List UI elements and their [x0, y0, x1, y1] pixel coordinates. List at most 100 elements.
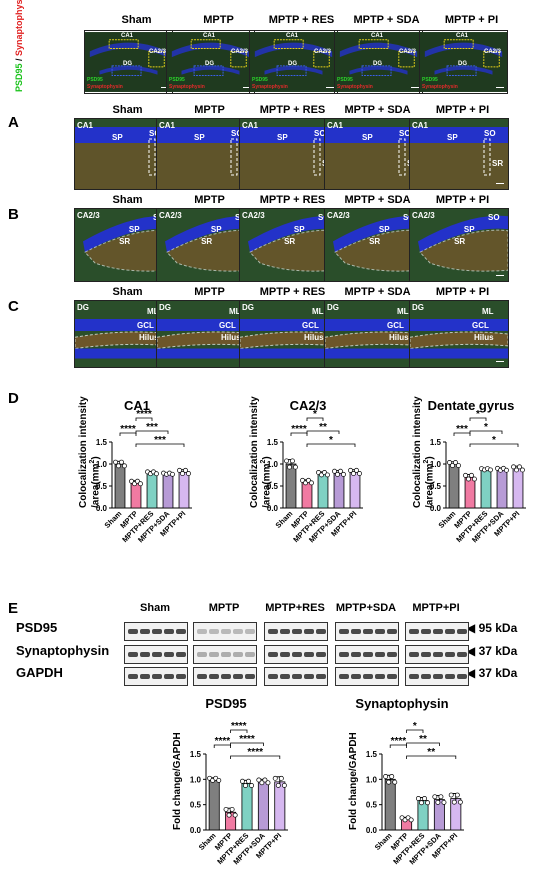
significance-label: ***	[146, 422, 158, 433]
sp-label: SP	[194, 133, 205, 142]
blot-strip	[335, 622, 399, 641]
dg-region-label: DG	[373, 61, 382, 67]
data-point	[259, 780, 265, 786]
data-point	[332, 468, 337, 474]
dg-region-label: DG	[288, 61, 297, 67]
panel-c-group-header: MPTP	[194, 286, 225, 298]
blot-bands	[409, 652, 467, 657]
significance-bracket	[135, 417, 153, 421]
region-label: CA1	[77, 121, 94, 130]
panel-c-group-header: Sham	[112, 286, 143, 298]
panel-a-group-header: MPTP + SDA	[344, 104, 411, 116]
blot-group-header: MPTP+SDA	[335, 602, 397, 614]
bar-mptp-pi	[349, 471, 361, 509]
y-axis-label: Colocalization intensity	[412, 396, 423, 508]
data-point	[275, 782, 281, 788]
blot-group-header: Sham	[140, 602, 170, 614]
blot-strip	[335, 645, 399, 664]
sr-label: SR	[492, 159, 504, 168]
data-point	[354, 467, 359, 473]
blot-group-header: MPTP	[208, 602, 240, 614]
psd95-row-label: PSD95	[16, 620, 58, 635]
bar-mptp-res	[480, 468, 492, 509]
scale-bar	[243, 87, 251, 88]
so-label: SO	[231, 129, 243, 138]
psd95-legend: PSD95	[422, 77, 438, 83]
panel-b-micrograph: CA2/3 SO SP SR	[239, 208, 339, 282]
panel-e-bar-chart: 0.00.51.01.5ShamMPTPMPTP+RESMPTP+SDAMPTP…	[366, 721, 464, 866]
blot-bands	[339, 629, 397, 634]
sp-label: SP	[362, 133, 373, 142]
hilus-label: Hilus	[474, 333, 494, 342]
ca1-region-label: CA1	[286, 33, 299, 39]
data-point	[278, 775, 284, 781]
data-point	[293, 464, 298, 470]
data-point	[357, 471, 362, 476]
y-tick-label: 1.0	[190, 775, 202, 784]
significance-label: ***	[456, 424, 468, 435]
data-point	[408, 817, 414, 823]
panel-d-bar-chart: 0.00.51.01.5ShamMPTPMPTP+RESMPTP+SDAMPTP…	[430, 409, 526, 544]
region-label: CA1	[327, 121, 344, 130]
overview-side-label: PSD95 / Synaptophysin	[14, 0, 24, 92]
gcl-label: GCL	[302, 321, 319, 330]
panel-d-bar-chart: 0.00.51.01.5ShamMPTPMPTP+RESMPTP+SDAMPTP…	[96, 409, 192, 544]
so-label: SO	[484, 129, 496, 138]
bar-mptp-pi	[274, 781, 286, 831]
panel-b-group-header: MPTP + PI	[435, 194, 490, 206]
y-tick-label: 1.0	[267, 460, 279, 469]
y-tick-label: 0.5	[267, 482, 279, 491]
ca23-region-label: CA2/3	[399, 49, 417, 55]
data-point	[287, 464, 292, 470]
significance-label: ****	[291, 424, 307, 435]
sr-label: SR	[119, 237, 131, 246]
ml-label: ML	[312, 307, 324, 316]
data-point	[232, 812, 238, 818]
significance-bracket	[406, 729, 424, 733]
panel-b-letter: B	[8, 206, 19, 223]
y-tick-label: 0.0	[267, 504, 279, 513]
data-point	[246, 778, 251, 784]
scale-bar	[326, 87, 334, 88]
data-point	[249, 783, 255, 788]
significance-label: ***	[154, 435, 166, 446]
panel-b-micrograph: CA2/3 SO SP SR	[409, 208, 509, 282]
sr-label: SR	[454, 237, 466, 246]
significance-label: *	[476, 409, 480, 420]
overview-group-header: MPTP	[203, 14, 234, 26]
data-point	[183, 467, 188, 473]
significance-label: *	[484, 422, 488, 433]
gapdh-row-label: GAPDH	[16, 665, 63, 680]
region-label: CA2/3	[77, 211, 100, 220]
data-point	[517, 464, 522, 470]
data-point	[226, 812, 232, 818]
y-tick-label: 0.5	[96, 482, 108, 491]
bar-mptp-sda	[257, 780, 269, 831]
data-point	[438, 794, 444, 800]
panel-c-micrograph: DG ML GCL Hilus	[324, 300, 424, 368]
bar-mptp-sda	[162, 473, 174, 509]
sp-label: SP	[277, 133, 288, 142]
y-axis-label: /area(mm2)	[423, 456, 436, 508]
molecular-weight-label: ◀ 37 kDa	[466, 644, 518, 658]
ml-label: ML	[397, 307, 409, 316]
blot-bands	[197, 674, 255, 679]
panel-c-group-header: MPTP + PI	[435, 286, 490, 298]
sp-label: SP	[378, 225, 390, 234]
significance-bracket	[469, 443, 519, 447]
blot-strip	[405, 645, 469, 664]
sr-label: SR	[284, 237, 296, 246]
so-label: SO	[149, 129, 161, 138]
panel-a-letter: A	[8, 114, 19, 131]
hippocampus-overview-image	[167, 32, 254, 92]
data-point	[383, 774, 389, 779]
psd95-legend: PSD95	[252, 77, 268, 83]
overview-micrograph: CA1 CA2/3 DG PSD95 Synaptophysin	[419, 30, 508, 94]
blot-bands	[339, 652, 397, 657]
data-point	[453, 460, 458, 465]
significance-bracket	[290, 432, 308, 436]
data-point	[335, 471, 340, 477]
data-point	[466, 476, 471, 482]
overview-group-header: MPTP + SDA	[353, 14, 420, 26]
molecular-weight-label: ◀ 37 kDa	[466, 666, 518, 680]
